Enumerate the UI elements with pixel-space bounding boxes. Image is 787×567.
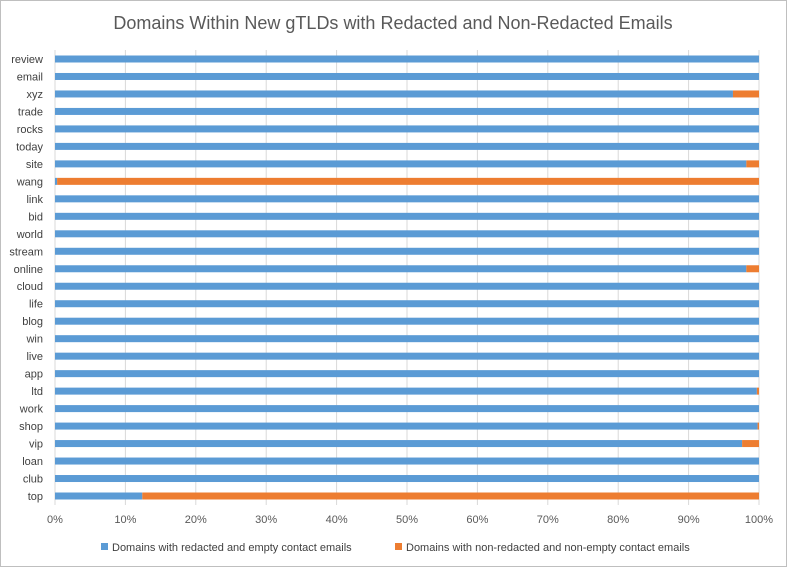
category-label: blog [22, 316, 43, 328]
x-tick-label: 90% [678, 514, 700, 526]
x-tick-label: 50% [396, 514, 418, 526]
category-label: life [29, 299, 43, 311]
category-label: online [14, 264, 43, 276]
x-tick-label: 80% [607, 514, 629, 526]
x-tick-label: 60% [466, 514, 488, 526]
category-label: loan [22, 456, 43, 468]
category-label: vip [29, 439, 43, 451]
bar-segment-redacted [55, 352, 759, 360]
category-label: work [19, 404, 44, 416]
chart-title: Domains Within New gTLDs with Redacted a… [113, 13, 672, 33]
bar-segment-non-redacted [746, 160, 759, 168]
category-labels: review email xyz trade rocks today site wang lin… [9, 54, 43, 503]
category-label: bid [28, 211, 43, 223]
bar-segment-redacted [55, 55, 759, 63]
x-tick-label: 10% [114, 514, 136, 526]
category-label: live [26, 351, 43, 363]
category-label: xyz [27, 89, 44, 101]
bar-segment-non-redacted [732, 90, 759, 98]
x-tick-label: 20% [185, 514, 207, 526]
category-label: shop [19, 421, 43, 433]
bars [55, 55, 759, 500]
category-label: email [17, 71, 43, 83]
bar-segment-redacted [55, 90, 733, 98]
x-tick-label: 70% [537, 514, 559, 526]
legend-swatch-redacted [101, 543, 108, 550]
bar-segment-non-redacted [757, 422, 759, 430]
bar-segment-redacted [55, 387, 757, 395]
bar-segment-redacted [55, 247, 759, 255]
bar-segment-redacted [55, 405, 759, 413]
bar-segment-redacted [55, 440, 743, 448]
bar-segment-non-redacted [742, 440, 759, 448]
category-label: link [26, 194, 43, 206]
category-label: today [16, 141, 43, 153]
legend-label-redacted: Domains with redacted and empty contact … [112, 542, 352, 554]
category-label: ltd [31, 386, 43, 398]
bar-segment-redacted [55, 125, 759, 133]
x-tick-label: 0% [47, 514, 63, 526]
bar-segment-non-redacted [142, 492, 759, 500]
bar-segment-redacted [55, 107, 759, 115]
x-tick-label: 30% [255, 514, 277, 526]
bar-segment-redacted [55, 195, 759, 203]
bar-segment-redacted [55, 335, 759, 343]
bar-segment-redacted [55, 475, 759, 483]
category-label: site [26, 159, 43, 171]
bar-segment-redacted [55, 300, 759, 308]
category-label: trade [18, 106, 43, 118]
bar-segment-redacted [55, 422, 758, 430]
category-label: club [23, 474, 43, 486]
bar-segment-non-redacted [746, 265, 759, 273]
bar-segment-redacted [55, 457, 759, 465]
category-label: rocks [17, 124, 44, 136]
bar-segment-redacted [55, 230, 759, 238]
category-label: app [25, 369, 43, 381]
bar-segment-redacted [55, 142, 759, 150]
legend-label-non-redacted: Domains with non-redacted and non-empty … [406, 542, 690, 554]
bar-segment-non-redacted [756, 387, 759, 395]
bar-segment-redacted [55, 265, 747, 273]
category-label: review [11, 54, 43, 66]
x-tick-label: 40% [326, 514, 348, 526]
gridlines [54, 50, 760, 505]
legend: Domains with redacted and empty contact … [101, 542, 690, 554]
category-label: top [28, 491, 43, 503]
bar-segment-redacted [55, 317, 759, 325]
bar-segment-redacted [55, 282, 759, 290]
category-label: win [25, 334, 43, 346]
bar-segment-redacted [55, 370, 759, 378]
category-label: stream [9, 246, 43, 258]
bar-segment-redacted [55, 492, 143, 500]
bar-segment-non-redacted [57, 177, 759, 185]
x-tick-label: 100% [745, 514, 773, 526]
x-tick-labels: 0% 10% 20% 30% 40% 50% 60% 70% 80% 90% 100% [47, 514, 773, 526]
bar-segment-redacted [55, 72, 759, 80]
bar-segment-redacted [55, 177, 58, 185]
bar-segment-redacted [55, 212, 759, 220]
category-label: wang [16, 176, 43, 188]
category-label: cloud [17, 281, 43, 293]
bar-segment-redacted [55, 160, 747, 168]
category-label: world [16, 229, 43, 241]
legend-swatch-non-redacted [395, 543, 402, 550]
